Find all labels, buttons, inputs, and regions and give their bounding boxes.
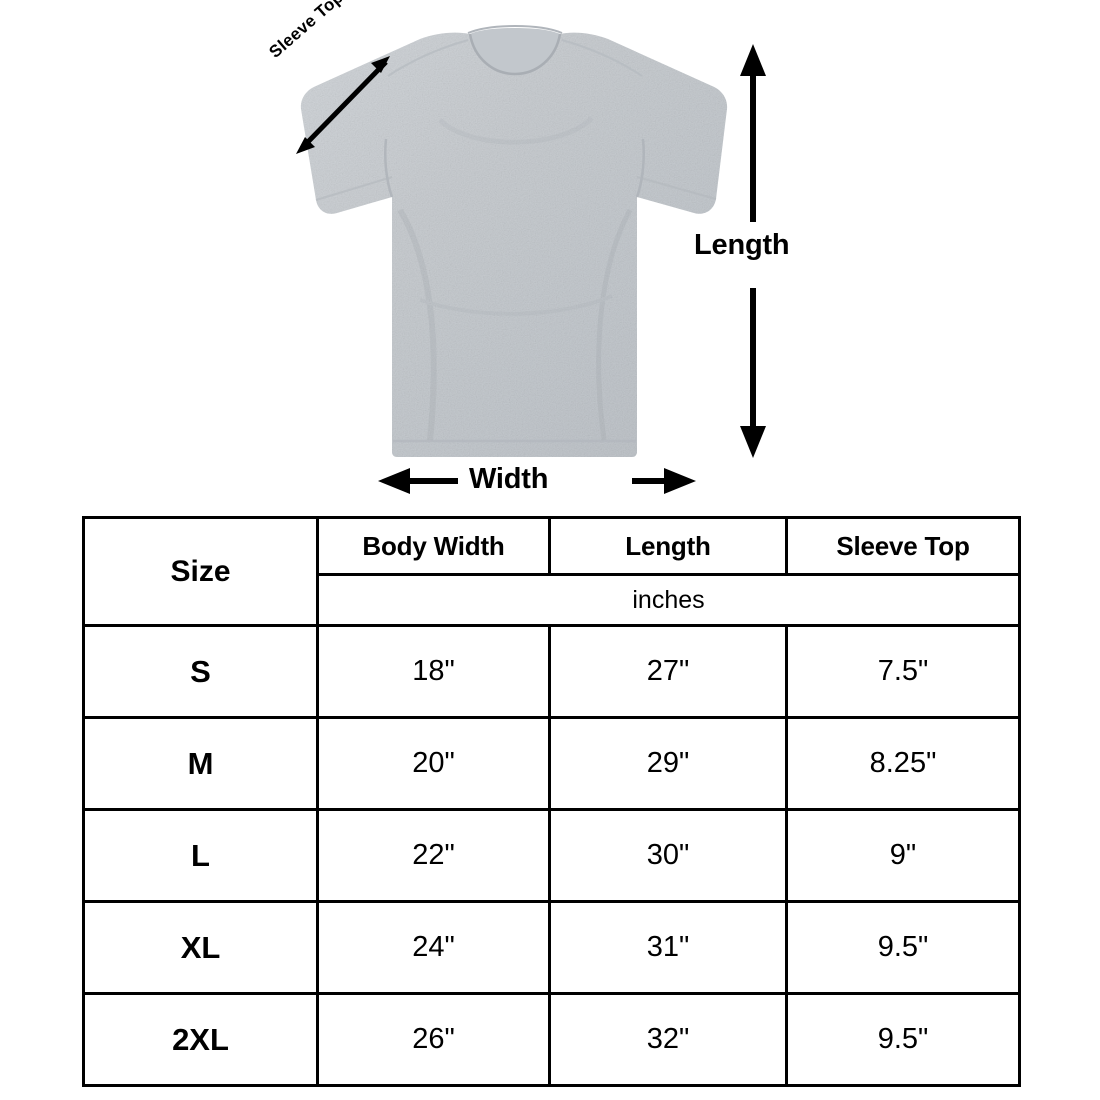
table-row: XL 24" 31" 9.5" bbox=[82, 900, 1021, 995]
cell-sleeve-top: 9" bbox=[785, 808, 1021, 903]
length-annotation-label: Length bbox=[694, 229, 790, 261]
cell-length: 31" bbox=[548, 900, 788, 995]
table-row: S 18" 27" 7.5" bbox=[82, 624, 1021, 719]
header-sleeve-top: Sleeve Top bbox=[785, 516, 1021, 576]
cell-body-width: 24" bbox=[316, 900, 551, 995]
shoulder-seam-right bbox=[561, 39, 643, 77]
header-length: Length bbox=[548, 516, 788, 576]
header-body-width: Body Width bbox=[316, 516, 551, 576]
table-row: 2XL 26" 32" 9.5" bbox=[82, 992, 1021, 1087]
cell-length: 32" bbox=[548, 992, 788, 1087]
cell-body-width: 18" bbox=[316, 624, 551, 719]
armhole-seam-right bbox=[635, 138, 645, 198]
armhole-seam-left bbox=[384, 138, 394, 198]
cell-size: L bbox=[82, 808, 319, 903]
table-row: M 20" 29" 8.25" bbox=[82, 716, 1021, 811]
shirt-body-shape bbox=[300, 32, 728, 458]
sleeve-hem-left bbox=[315, 176, 393, 201]
cell-body-width: 26" bbox=[316, 992, 551, 1087]
cell-body-width: 20" bbox=[316, 716, 551, 811]
fabric-shading bbox=[397, 116, 633, 441]
shoulder-seam-left bbox=[387, 39, 469, 77]
cell-size: 2XL bbox=[82, 992, 319, 1087]
cell-size: XL bbox=[82, 900, 319, 995]
cell-sleeve-top: 9.5" bbox=[785, 992, 1021, 1087]
cell-size: M bbox=[82, 716, 319, 811]
collar-top-edge bbox=[467, 24, 563, 34]
cell-length: 27" bbox=[548, 624, 788, 719]
table-header-row-units: inches bbox=[84, 573, 1021, 627]
table-row: L 22" 30" 9" bbox=[82, 808, 1021, 903]
collar-seam bbox=[468, 33, 562, 76]
sleeve-top-arrow bbox=[296, 56, 390, 154]
cell-sleeve-top: 7.5" bbox=[785, 624, 1021, 719]
length-arrow bbox=[740, 44, 766, 458]
collar-ribbing bbox=[470, 28, 560, 74]
cell-length: 29" bbox=[548, 716, 788, 811]
header-size: Size bbox=[82, 516, 319, 627]
size-chart-table: Size Body Width Length Sleeve Top inches… bbox=[82, 516, 1021, 1087]
table-header-row-measurements: Size Body Width Length Sleeve Top bbox=[82, 516, 1021, 627]
cell-length: 30" bbox=[548, 808, 788, 903]
cell-body-width: 22" bbox=[316, 808, 551, 903]
cell-size: S bbox=[82, 624, 319, 719]
cell-sleeve-top: 9.5" bbox=[785, 900, 1021, 995]
width-annotation-label: Width bbox=[469, 463, 549, 495]
shirt-diagram: Sleeve Top Length Width bbox=[0, 0, 1100, 510]
cell-sleeve-top: 8.25" bbox=[785, 716, 1021, 811]
header-units-inches: inches bbox=[316, 573, 1021, 627]
shirt-illustration bbox=[296, 24, 766, 494]
size-chart-table-container: Size Body Width Length Sleeve Top inches… bbox=[82, 516, 1021, 1087]
sleeve-hem-right bbox=[636, 176, 717, 200]
width-arrow bbox=[378, 468, 696, 494]
